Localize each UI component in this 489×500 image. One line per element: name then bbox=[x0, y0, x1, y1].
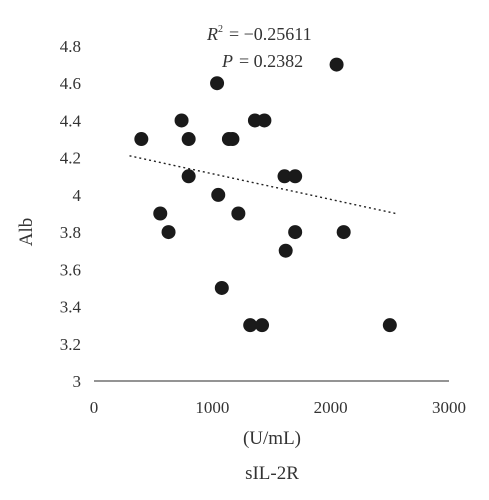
data-point bbox=[278, 243, 293, 258]
data-point bbox=[231, 206, 246, 221]
data-point bbox=[214, 280, 229, 295]
data-point bbox=[181, 169, 196, 184]
y-axis-ticks: 3 3.2 3.4 3.6 3.8 4 4.2 4.4 4.6 4.8 bbox=[60, 37, 82, 391]
data-point bbox=[257, 113, 272, 128]
data-point bbox=[336, 225, 351, 240]
y-tick-label: 4.8 bbox=[60, 37, 81, 56]
data-point bbox=[174, 113, 189, 128]
x-axis-ticks: 0 1000 2000 3000 bbox=[90, 398, 466, 417]
y-tick-label: 4.6 bbox=[60, 74, 81, 93]
x-axis-label: (U/mL) bbox=[243, 428, 301, 449]
y-tick-label: 3.2 bbox=[60, 335, 81, 354]
x-tick-label: 3000 bbox=[432, 398, 466, 417]
data-point bbox=[255, 318, 270, 333]
r-squared-exponent: 2 bbox=[218, 24, 223, 35]
r-squared-annotation: R2 = −0.25611 bbox=[206, 24, 312, 44]
y-tick-label: 3 bbox=[73, 372, 82, 391]
p-value-annotation: P = 0.2382 bbox=[221, 51, 303, 71]
data-point bbox=[161, 225, 176, 240]
x-tick-label: 0 bbox=[90, 398, 99, 417]
y-tick-label: 3.6 bbox=[60, 260, 81, 279]
data-point bbox=[277, 169, 292, 184]
data-point bbox=[382, 318, 397, 333]
x-tick-label: 1000 bbox=[195, 398, 229, 417]
r-squared-value: = −0.25611 bbox=[229, 24, 312, 44]
y-tick-label: 4.4 bbox=[60, 111, 82, 130]
data-point bbox=[181, 132, 196, 147]
y-axis-label: Alb bbox=[16, 218, 37, 247]
data-point bbox=[288, 169, 303, 184]
data-point bbox=[288, 225, 303, 240]
r-squared-symbol: R bbox=[206, 24, 218, 44]
x-tick-label: 2000 bbox=[314, 398, 348, 417]
p-value-symbol: P bbox=[221, 51, 233, 71]
y-tick-label: 3.8 bbox=[60, 223, 81, 242]
y-tick-label: 3.4 bbox=[60, 298, 82, 317]
data-points bbox=[134, 57, 397, 333]
data-point bbox=[210, 76, 225, 91]
y-tick-label: 4 bbox=[73, 186, 82, 205]
data-point bbox=[243, 318, 258, 333]
data-point bbox=[329, 57, 344, 72]
data-point bbox=[225, 132, 240, 147]
trend-line bbox=[129, 155, 396, 215]
p-value-value: = 0.2382 bbox=[239, 51, 303, 71]
y-tick-label: 4.2 bbox=[60, 149, 81, 168]
data-point bbox=[153, 206, 168, 221]
x-axis-sublabel: sIL-2R bbox=[245, 463, 299, 484]
data-point bbox=[211, 187, 226, 202]
data-point bbox=[134, 132, 149, 147]
